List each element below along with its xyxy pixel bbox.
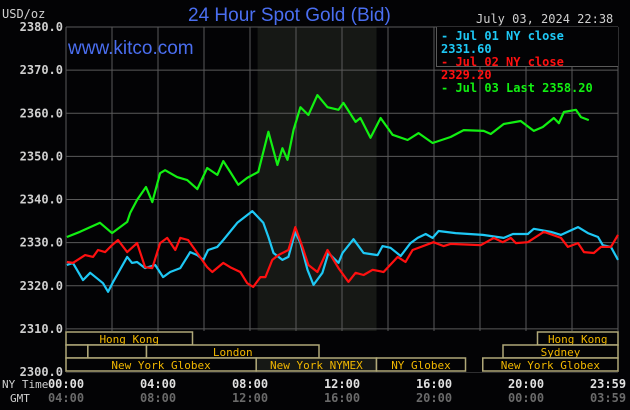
x-axis-ticks: NY TimeGMT00:0004:0004:0008:0008:0012:00… [2,377,626,405]
x-tick-label-gmt: 16:00 [324,391,360,405]
series-line-2 [66,94,590,239]
x-axis-row-label-ny: NY Time [2,378,48,391]
y-tick-label: 2350.0 [20,149,63,163]
y-tick-label: 2310.0 [20,322,63,336]
series-line-1 [66,226,619,289]
x-tick-label-ny: 23:59 [590,377,626,391]
chart-title: 24 Hour Spot Gold (Bid) [188,5,391,26]
legend-label: Jul 01 NY close 2331.60 [441,29,564,56]
x-tick-label-gmt: 00:00 [508,391,544,405]
x-tick-label-ny: 16:00 [416,377,452,391]
unit-label: USD/oz [2,7,46,21]
timestamp: July 03, 2024 22:38 [476,12,614,26]
grid [65,26,619,373]
x-tick-label-ny: 08:00 [232,377,268,391]
y-tick-label: 2300.0 [20,365,63,379]
session-label: New York Globex [111,359,211,372]
x-tick-label-ny: 04:00 [140,377,176,391]
legend-item-jul01: - Jul 01 NY close 2331.60 [441,29,564,56]
session-label: NY Globex [391,359,451,372]
x-tick-label-ny: 20:00 [508,377,544,391]
session-bar [87,344,148,359]
y-tick-label: 2360.0 [20,106,63,120]
session-label: Sydney [541,346,581,359]
session-label: New York NYMEX [270,359,363,372]
session-label: New York Globex [501,359,601,372]
x-axis-row-label-gmt: GMT [10,392,30,405]
session-label: Hong Kong [99,333,159,346]
legend-item-jul02: - Jul 02 NY close 2329.20 [441,55,564,82]
x-tick-label-gmt: 04:00 [48,391,84,405]
y-axis-ticks: 2300.0 2310.0 2320.0 2330.0 2340.0 2350.0 2360… [20,20,63,379]
x-tick-label-gmt: 03:59 [590,391,626,405]
y-tick-label: 2320.0 [20,279,63,293]
session-bar [482,357,619,372]
x-tick-label-ny: 12:00 [324,377,360,391]
legend-label: Jul 03 Last 2358.20 [455,81,593,95]
x-tick-label-ny: 00:00 [48,377,84,391]
legend-label: Jul 02 NY close 2329.20 [441,55,564,82]
session-bar [65,344,89,359]
series-lines [66,94,619,293]
x-tick-label-gmt: 08:00 [140,391,176,405]
x-tick-label-gmt: 20:00 [416,391,452,405]
y-tick-label: 2380.0 [20,20,63,34]
watermark: www.kitco.com [68,38,194,59]
session-label: London [213,346,253,359]
y-tick-label: 2370.0 [20,63,63,77]
x-tick-label-gmt: 12:00 [232,391,268,405]
session-label: Hong Kong [548,333,608,346]
y-tick-label: 2330.0 [20,236,63,250]
session-bar [375,357,467,372]
legend-item-jul03: - Jul 03 Last 2358.20 [441,81,593,95]
legend: - Jul 01 NY close 2331.60 - Jul 02 NY cl… [436,27,618,95]
y-tick-label: 2340.0 [20,193,63,207]
